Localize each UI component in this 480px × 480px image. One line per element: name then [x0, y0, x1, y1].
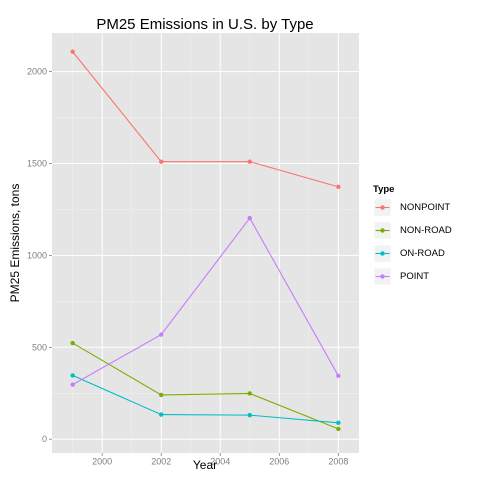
y-axis: 0 500 1000 1500 2000: [27, 67, 52, 445]
data-point-on-road: [336, 421, 340, 425]
y-tick-label: 2000: [27, 67, 47, 77]
y-tick-label: 1500: [27, 159, 47, 169]
x-tick-label: 2006: [269, 456, 289, 466]
legend-point-on-road: [380, 251, 384, 255]
data-point-point: [70, 382, 74, 386]
data-point-point: [248, 216, 252, 220]
legend-label-nonpoint: NONPOINT: [400, 202, 450, 213]
legend-label-point: POINT: [400, 271, 429, 282]
data-point-non-road: [70, 341, 74, 345]
legend-label-on-road: ON-ROAD: [400, 248, 445, 259]
x-axis-title: Year: [193, 458, 217, 472]
legend-title: Type: [373, 184, 394, 195]
chart-title: PM25 Emissions in U.S. by Type: [96, 16, 313, 33]
x-tick-label: 2008: [328, 456, 348, 466]
legend-point-point: [380, 274, 384, 278]
y-tick-label: 500: [32, 342, 47, 352]
legend-point-non-road: [380, 228, 384, 232]
data-point-nonpoint: [248, 159, 252, 163]
y-tick-label: 1000: [27, 250, 47, 260]
data-point-point: [336, 374, 340, 378]
x-axis: 2000 2002 2004 2006 2008: [92, 453, 348, 466]
data-point-non-road: [336, 427, 340, 431]
x-tick-label: 2002: [151, 456, 171, 466]
legend-label-non-road: NON-ROAD: [400, 225, 452, 236]
data-point-nonpoint: [70, 50, 74, 54]
legend-point-nonpoint: [380, 205, 384, 209]
data-point-point: [159, 332, 163, 336]
y-tick-label: 0: [42, 434, 47, 444]
legend: Type NONPOINT NON-ROAD ON-ROAD POINT: [373, 184, 452, 285]
plot-panel: [52, 33, 359, 453]
y-axis-title: PM25 Emissions, tons: [8, 184, 22, 303]
data-point-non-road: [248, 391, 252, 395]
data-point-nonpoint: [159, 159, 163, 163]
data-point-on-road: [248, 413, 252, 417]
x-tick-label: 2000: [92, 456, 112, 466]
data-point-nonpoint: [336, 185, 340, 189]
data-point-on-road: [70, 373, 74, 377]
data-point-on-road: [159, 412, 163, 416]
data-point-non-road: [159, 393, 163, 397]
